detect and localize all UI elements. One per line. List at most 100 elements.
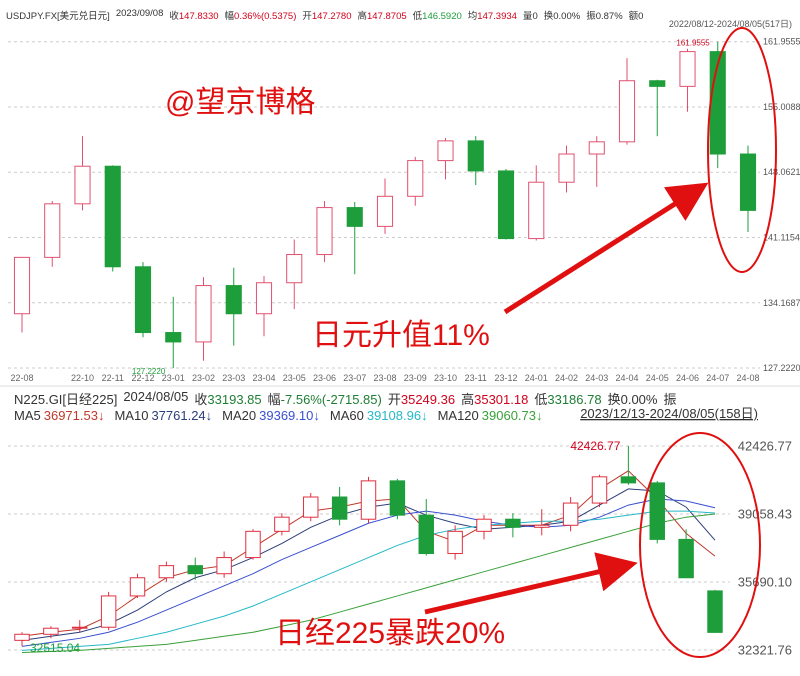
x-tick-label: 24-06: [676, 373, 699, 383]
info-item: 收147.8330: [169, 8, 218, 22]
candle-body: [707, 590, 723, 633]
info-value: 0.36%(0.5375): [234, 11, 297, 22]
info-label: 低: [534, 392, 548, 407]
candle-body: [274, 516, 290, 532]
candle-body: [72, 626, 88, 629]
extreme-label: 161.9555: [676, 39, 710, 48]
candle-body: [528, 181, 545, 240]
info-value: 0.87%: [595, 11, 623, 22]
legend-entry: MA60 39108.96↓: [330, 408, 428, 423]
legend-name: MA5: [14, 408, 41, 423]
info-item: 低33186.78: [534, 389, 601, 408]
candle-body: [346, 207, 363, 227]
x-tick-label: 22-08: [10, 373, 33, 383]
x-tick-label: 23-09: [404, 373, 427, 383]
ma-line: [21, 510, 716, 651]
info-value: 0.00%: [553, 11, 581, 22]
info-label: 振: [586, 11, 596, 22]
x-tick-label: 23-03: [222, 373, 245, 383]
candle-body: [195, 285, 212, 343]
x-tick-label: 23-12: [494, 373, 517, 383]
info-item: 开147.2780: [302, 8, 351, 22]
candle-body: [14, 633, 30, 641]
info-item: 均147.3934: [468, 8, 517, 22]
info-item: 振0.87%: [586, 8, 622, 22]
x-tick-label: 23-05: [283, 373, 306, 383]
candle-body: [376, 195, 394, 227]
candle-body: [245, 530, 261, 559]
candle-body: [74, 165, 91, 205]
info-label: 量: [522, 11, 533, 22]
legend-value: 39108.96↓: [366, 408, 428, 423]
info-value: 33186.78: [547, 392, 602, 407]
x-tick-label: 24-05: [646, 373, 669, 383]
candle-body: [447, 530, 463, 555]
legend-name: MA120: [437, 408, 479, 423]
x-tick-label: 23-04: [252, 373, 275, 383]
info-value: -7.56%(-2715.85): [280, 392, 382, 407]
x-tick-label: 23-07: [343, 373, 366, 383]
callout: 日元升值11%: [312, 319, 490, 352]
x-tick-label: 23-08: [373, 373, 396, 383]
candle-body: [467, 140, 484, 172]
candle-body: [649, 80, 666, 87]
candle-body: [187, 565, 203, 575]
legend-entry: MA5 36971.53↓: [14, 408, 104, 423]
info-value: 35249.36: [400, 392, 456, 407]
range-label: 2023/12/13-2024/08/05(158日): [580, 406, 758, 421]
y-tick-label: 141.1154: [763, 232, 800, 242]
info-label: 额: [628, 11, 639, 22]
candle-body: [562, 502, 579, 526]
info-label: 换: [543, 11, 554, 22]
candle-body: [134, 266, 152, 334]
x-tick-label: 23-11: [465, 373, 487, 383]
x-tick-label: 24-07: [706, 373, 729, 383]
y-tick-label: 32321.76: [738, 642, 792, 657]
info-value: 147.3934: [477, 11, 517, 22]
y-tick-label: 148.0621: [763, 167, 800, 177]
candle-body: [13, 256, 31, 315]
candle-body: [44, 203, 61, 258]
candle-body: [255, 282, 273, 315]
info-value: 33193.85: [207, 392, 262, 407]
info-value: 0: [638, 11, 644, 22]
x-tick-label: 22-12: [131, 373, 154, 383]
candle-body: [129, 577, 146, 597]
legend-entry: MA20 39369.10↓: [222, 408, 320, 423]
info-item: 幅0.36%(0.5375): [225, 8, 297, 22]
legend-name: MA60: [329, 408, 364, 423]
candle-body: [225, 285, 242, 315]
candle-body: [360, 480, 377, 520]
candle-body: [476, 518, 492, 532]
info-item: 换0.00%: [608, 389, 658, 408]
candle-body: [104, 165, 121, 268]
info-item: 幅-7.56%(-2715.85): [268, 389, 382, 408]
top-header: USDJPY.FX[美元兑日元] 2023/09/08 收147.8330 幅0.36…: [6, 8, 643, 22]
info-value: 147.8705: [367, 11, 407, 22]
x-tick-label: 24-03: [585, 373, 608, 383]
info-label: 均: [467, 11, 478, 22]
info-item: 高35301.18: [461, 389, 528, 408]
candle-body: [437, 140, 454, 162]
info-label: 低: [412, 11, 423, 22]
candle-body: [158, 565, 175, 579]
candle-body: [534, 524, 550, 528]
candle-body: [418, 514, 434, 555]
extreme-label: 32515.04: [30, 641, 80, 655]
candle-body: [558, 153, 575, 183]
info-item: 换0.00%: [544, 8, 580, 22]
symbol: USDJPY.FX[美元兑日元]: [6, 11, 110, 22]
info-value: 147.2780: [311, 11, 352, 22]
candle-body: [316, 207, 333, 256]
highlight-ellipse: [707, 27, 777, 273]
info-label: 收: [194, 392, 208, 407]
info-item: 开35249.36: [388, 389, 455, 408]
info-value: 147.8330: [178, 11, 219, 22]
symbol: N225.GI[日经225]: [14, 392, 118, 407]
info-value: 35301.18: [474, 392, 529, 407]
legend-entry: MA10 37761.24↓: [114, 408, 212, 423]
info-item: 高147.8705: [358, 8, 407, 22]
info-value: 0: [532, 11, 538, 22]
